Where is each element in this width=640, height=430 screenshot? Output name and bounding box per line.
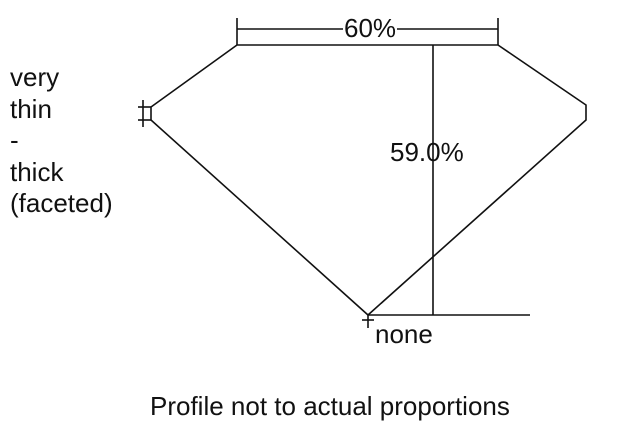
proportions-note: Profile not to actual proportions bbox=[150, 391, 510, 421]
culet-label: none bbox=[375, 319, 433, 349]
girdle-label-line: very bbox=[10, 62, 60, 92]
girdle-label-line: - bbox=[10, 125, 19, 155]
girdle-label: very thin - thick (faceted) bbox=[10, 62, 113, 220]
girdle-label-line: thin bbox=[10, 93, 52, 124]
girdle-label-line: (faceted) bbox=[10, 188, 113, 218]
girdle-label-line: thick bbox=[10, 156, 64, 187]
table-percentage-label: 60% bbox=[343, 13, 398, 43]
gem-outline bbox=[150, 44, 587, 317]
depth-percentage-label: 59.0% bbox=[390, 137, 464, 167]
